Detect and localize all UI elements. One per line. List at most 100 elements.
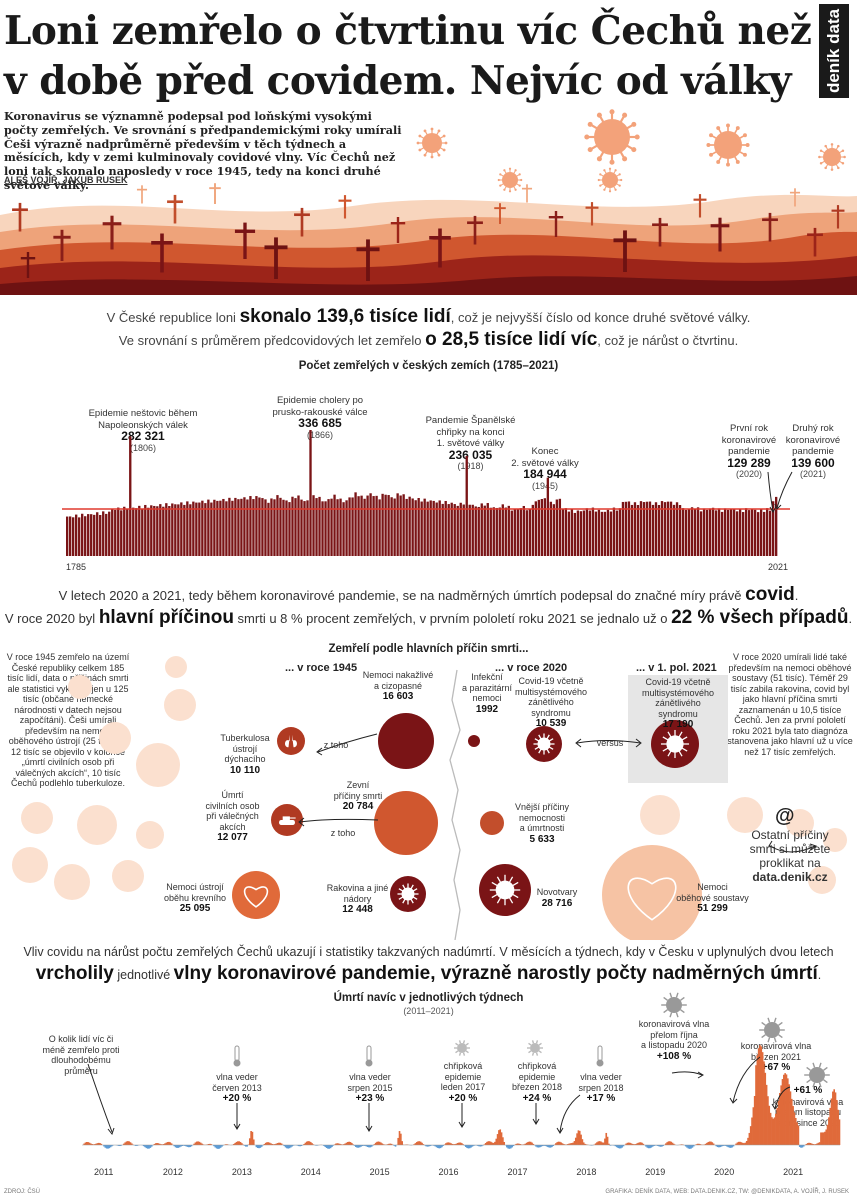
virus-bubble [651, 720, 699, 768]
week-bar [339, 1143, 341, 1145]
bar-1988 [675, 502, 679, 556]
week-bar [340, 1144, 343, 1145]
bar-1810 [141, 508, 144, 556]
week-bar [169, 1142, 172, 1145]
bar-1977 [642, 502, 646, 556]
bar-2009 [738, 509, 742, 556]
bar-1916 [459, 502, 462, 556]
bar-1878 [345, 500, 348, 556]
week-bar [719, 1145, 722, 1148]
weekly-arrows [87, 1056, 791, 1136]
week-bar [325, 1145, 328, 1149]
week-bar [519, 1143, 521, 1145]
bar-1854 [273, 499, 276, 556]
week-bar [161, 1144, 164, 1145]
bar-1931 [504, 507, 507, 556]
week-bar [366, 1145, 369, 1148]
week-bar [450, 1143, 453, 1145]
week-bar [486, 1141, 488, 1145]
bar-1804 [123, 506, 126, 556]
week-bar [525, 1142, 528, 1145]
authors-byline[interactable]: ALEŠ VOJÍŘ, JAKUB RUSEK [4, 175, 128, 185]
bar-1957 [582, 510, 586, 556]
bar-1844 [243, 497, 246, 556]
deaths-chart-title: Počet zemřelých v českých zemích (1785–2… [298, 360, 559, 372]
week-bar [198, 1141, 201, 1145]
bar-1917 [462, 504, 465, 556]
bar-1979 [648, 501, 652, 556]
bar-1814 [153, 505, 156, 556]
week-bar [427, 1145, 430, 1147]
week-bar [708, 1141, 711, 1145]
virus-bubble [526, 726, 562, 762]
week-bar [109, 1145, 112, 1148]
week-bar [445, 1143, 447, 1145]
heart-bubble [232, 871, 280, 919]
week-bar [560, 1142, 563, 1145]
weekly-excess-chart [82, 992, 841, 1149]
bar-1941 [534, 501, 538, 556]
bar-1889 [378, 499, 381, 556]
week-bar [665, 1143, 667, 1145]
week-bar [459, 1142, 462, 1145]
bar-1840 [231, 500, 234, 556]
cross-12 [429, 228, 451, 268]
bar-1932 [507, 505, 510, 556]
week-bar [435, 1145, 438, 1148]
week-bar [539, 1145, 541, 1148]
bar-1847 [252, 499, 255, 556]
bar-1970 [621, 501, 625, 556]
week-bar [207, 1143, 210, 1145]
week-bar [752, 1107, 755, 1145]
week-bar [512, 1145, 515, 1147]
bar-1881 [354, 492, 357, 556]
week-bar [582, 1142, 585, 1145]
cross-23 [789, 188, 801, 207]
bar-2019 [768, 510, 772, 556]
week-bar [662, 1145, 665, 1146]
week-bar [739, 1141, 741, 1145]
bar-1827 [192, 501, 195, 556]
week-bar [390, 1143, 393, 1145]
bar-1880 [351, 497, 354, 556]
bar-1978 [645, 501, 649, 556]
week-bar [616, 1145, 618, 1148]
bar-1829 [198, 502, 201, 556]
week-bar [449, 1142, 451, 1145]
z-toho-1: z toho [323, 740, 349, 750]
week-bar [467, 1145, 470, 1149]
week-bar [256, 1145, 259, 1148]
week-bar [812, 1143, 814, 1145]
week-bar [838, 1119, 841, 1145]
week-bar [377, 1141, 380, 1145]
week-bar [422, 1144, 425, 1145]
week-bar [305, 1141, 308, 1145]
bar-1807 [132, 507, 135, 556]
week-bar [353, 1145, 356, 1146]
bar-1930 [501, 504, 504, 556]
week-bar [290, 1145, 292, 1148]
week-bar [238, 1141, 240, 1145]
bar-1960 [591, 507, 595, 556]
week-bar [828, 1117, 830, 1145]
week-bar [642, 1143, 645, 1145]
bar-1860 [291, 496, 294, 556]
week-bar [308, 1141, 311, 1145]
mid-line-2: V roce 2020 byl hlavní příčinou smrti u … [4, 607, 853, 628]
week-bar [646, 1145, 649, 1148]
event-covid-2021-nov: +61 % koronavirová vlna přelom listopadu a … [772, 1085, 844, 1128]
year-label-2015: 2015 [369, 1167, 390, 1177]
col-2021-title: ... v 1. pol. 2021 [636, 662, 717, 674]
week-bar [555, 1143, 557, 1145]
week-bar [602, 1142, 605, 1145]
bar-2000 [711, 507, 715, 556]
tank-icon [279, 816, 296, 826]
bar-1976 [639, 501, 643, 556]
week-bar [166, 1142, 169, 1145]
data-denik-link[interactable]: data.denik.cz [752, 870, 828, 884]
bar-1897 [402, 494, 405, 556]
label-external-1945: Zevní příčiny smrti 20 784 [333, 780, 383, 812]
week-bar [557, 1141, 560, 1145]
bar-1984 [663, 502, 667, 556]
week-bar [834, 1092, 837, 1145]
